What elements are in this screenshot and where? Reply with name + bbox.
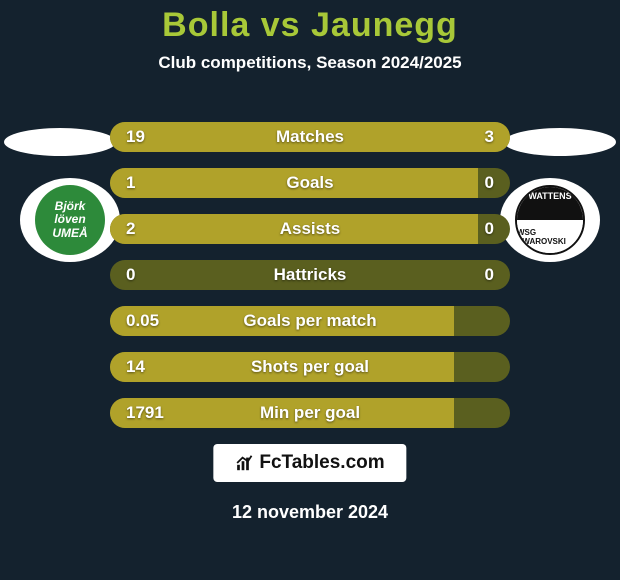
team-badge-left-inner: BjörklövenUMEÅ xyxy=(35,185,105,255)
season-subtitle: Club competitions, Season 2024/2025 xyxy=(0,53,620,73)
stat-row: 0.05Goals per match xyxy=(110,306,510,336)
badge-right-top-text: WATTENS xyxy=(517,191,583,201)
stat-row: 14Shots per goal xyxy=(110,352,510,382)
stat-row: 193Matches xyxy=(110,122,510,152)
brand-badge: FcTables.com xyxy=(213,444,406,482)
page-title: Bolla vs Jaunegg xyxy=(0,0,620,45)
stat-label: Assists xyxy=(110,214,510,244)
team-badge-right: WATTENS WSG SWAROVSKI xyxy=(500,178,600,262)
stat-label: Matches xyxy=(110,122,510,152)
team-badge-left: BjörklövenUMEÅ xyxy=(20,178,120,262)
stat-label: Goals per match xyxy=(110,306,510,336)
stat-row: 00Hattricks xyxy=(110,260,510,290)
chart-icon xyxy=(235,454,253,472)
footer-date: 12 november 2024 xyxy=(0,502,620,523)
stat-row: 10Goals xyxy=(110,168,510,198)
stats-area: 193Matches 10Goals 20Assists 00Hattricks 0.0… xyxy=(110,122,510,444)
badge-right-bottom-text: WSG SWAROVSKI xyxy=(517,220,583,253)
stat-label: Shots per goal xyxy=(110,352,510,382)
flag-left xyxy=(4,128,116,156)
stat-label: Min per goal xyxy=(110,398,510,428)
flag-right xyxy=(504,128,616,156)
stat-label: Hattricks xyxy=(110,260,510,290)
brand-text: FcTables.com xyxy=(259,452,384,474)
stat-row: 20Assists xyxy=(110,214,510,244)
comparison-card: Bolla vs Jaunegg Club competitions, Seas… xyxy=(0,0,620,580)
team-badge-right-inner: WATTENS WSG SWAROVSKI xyxy=(515,185,585,255)
stat-row: 1791Min per goal xyxy=(110,398,510,428)
stat-label: Goals xyxy=(110,168,510,198)
